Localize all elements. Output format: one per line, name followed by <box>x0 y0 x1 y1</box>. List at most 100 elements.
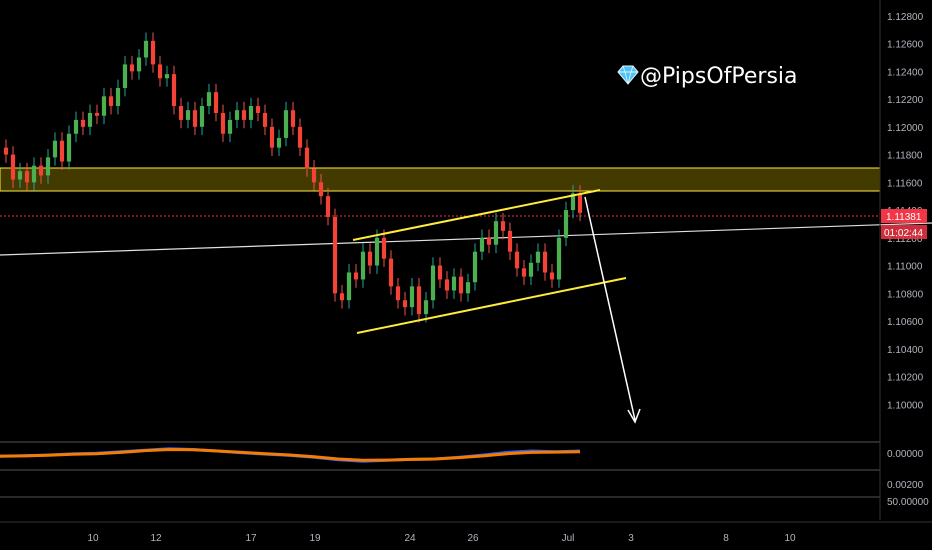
candle-47 <box>332 208 338 302</box>
price-tick-12: 1.10400 <box>887 345 924 356</box>
channel-lower-line[interactable] <box>356 277 627 334</box>
candle-36 <box>255 97 261 122</box>
candle-38 <box>269 118 275 156</box>
indicator-tick-1: 0.00200 <box>887 480 924 491</box>
candle-5 <box>38 157 44 184</box>
resistance-zone[interactable] <box>0 167 881 192</box>
candle-59 <box>416 278 422 323</box>
candle-9 <box>66 125 72 170</box>
candle-52 <box>367 243 373 274</box>
channel-upper-line[interactable] <box>352 189 601 241</box>
price-tick-11: 1.10600 <box>887 317 924 328</box>
candle-50 <box>353 264 359 288</box>
indicator-tick-0: 0.00000 <box>887 449 924 460</box>
candle-26 <box>185 101 191 129</box>
candle-81 <box>570 185 576 219</box>
candle-19 <box>136 49 142 80</box>
candle-56 <box>395 278 401 309</box>
candle-61 <box>430 257 436 309</box>
candle-68 <box>479 229 485 260</box>
diamond-icon <box>617 65 639 85</box>
candle-34 <box>241 101 247 129</box>
candle-66 <box>465 273 471 302</box>
candle-24 <box>171 65 177 115</box>
price-tick-8: 1.11200 <box>887 234 923 245</box>
candle-18 <box>129 56 135 80</box>
candle-55 <box>388 250 394 295</box>
candle-64 <box>451 268 457 299</box>
candle-67 <box>472 243 478 291</box>
candle-16 <box>115 79 121 115</box>
time-tick-7: 3 <box>628 533 634 544</box>
candle-80 <box>563 201 569 247</box>
trendline-horizontal[interactable] <box>0 222 932 256</box>
projection-arrow[interactable] <box>584 196 641 424</box>
candle-62 <box>437 257 443 288</box>
candle-30 <box>213 83 219 122</box>
candle-72 <box>507 222 513 260</box>
candle-60 <box>423 291 429 323</box>
price-tick-13: 1.10200 <box>887 373 924 384</box>
candle-6 <box>45 149 51 184</box>
time-axis[interactable]: 10 12 17 19 24 26 Jul 3 8 10 <box>87 533 796 544</box>
candle-3 <box>24 162 30 191</box>
candle-69 <box>486 229 492 254</box>
candle-54 <box>381 229 387 267</box>
candle-49 <box>346 264 352 309</box>
candle-33 <box>234 101 240 129</box>
time-tick-0: 10 <box>87 533 99 544</box>
price-tick-3: 1.12200 <box>887 95 924 106</box>
price-axis[interactable]: 1.12800 1.12600 1.12400 1.12200 1.12000 1.118… <box>887 12 924 411</box>
candle-51 <box>360 243 366 288</box>
candle-11 <box>80 111 86 136</box>
candle-8 <box>59 132 65 170</box>
candle-31 <box>220 104 226 143</box>
candle-74 <box>521 260 527 285</box>
candle-15 <box>108 88 114 115</box>
watermark-text: @PipsOfPersia <box>640 64 798 89</box>
candle-7 <box>52 132 58 166</box>
time-tick-5: 26 <box>467 533 479 544</box>
price-tick-1: 1.12600 <box>887 40 924 51</box>
current-price-label: 1.11381 <box>886 212 922 223</box>
candle-17 <box>122 56 128 97</box>
candle-65 <box>458 268 464 302</box>
candle-0 <box>3 139 9 163</box>
candle-42 <box>297 118 303 156</box>
candle-23 <box>164 65 170 87</box>
candle-10 <box>73 111 79 143</box>
candle-37 <box>262 104 268 136</box>
candle-76 <box>535 243 541 272</box>
indicator-line-1 <box>0 447 581 462</box>
candle-44 <box>311 160 317 191</box>
candle-1 <box>10 146 16 188</box>
watermark: @PipsOfPersia <box>617 64 798 89</box>
price-tick-5: 1.11800 <box>887 151 923 162</box>
candle-20 <box>143 32 149 66</box>
price-tick-2: 1.12400 <box>887 67 924 78</box>
candle-46 <box>325 187 331 226</box>
candle-2 <box>17 162 23 188</box>
time-tick-3: 19 <box>309 533 321 544</box>
time-tick-2: 17 <box>245 533 257 544</box>
candle-21 <box>150 32 156 73</box>
candle-48 <box>339 284 345 309</box>
candle-27 <box>192 101 198 136</box>
candle-70 <box>493 212 499 254</box>
candle-28 <box>199 97 205 136</box>
candle-58 <box>409 278 415 316</box>
candle-25 <box>178 97 184 129</box>
time-tick-4: 24 <box>404 533 416 544</box>
price-tick-14: 1.10000 <box>887 400 924 411</box>
candle-22 <box>157 56 163 87</box>
candle-4 <box>31 157 37 191</box>
price-tick-9: 1.11000 <box>887 262 923 273</box>
candle-73 <box>514 243 520 277</box>
candle-35 <box>248 97 254 129</box>
candle-82 <box>577 185 583 222</box>
price-tick-4: 1.12000 <box>887 123 924 134</box>
candle-45 <box>318 174 324 205</box>
candle-63 <box>444 271 450 299</box>
candle-41 <box>290 101 296 136</box>
